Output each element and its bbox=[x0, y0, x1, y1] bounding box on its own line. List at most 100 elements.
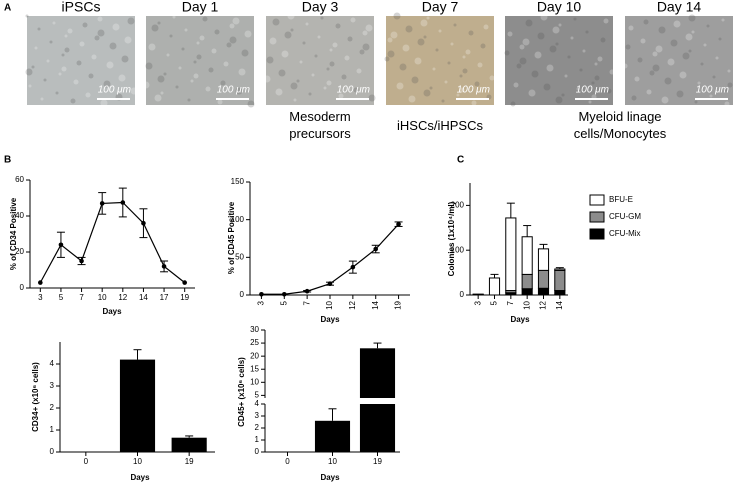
texture bbox=[625, 44, 631, 50]
y-tick-label: 30 bbox=[250, 325, 259, 334]
texture bbox=[88, 73, 94, 79]
texture bbox=[211, 48, 217, 54]
point bbox=[281, 291, 287, 297]
texture bbox=[552, 26, 560, 34]
texture bbox=[275, 88, 283, 96]
texture bbox=[724, 101, 730, 107]
y-tick-label: 150 bbox=[231, 177, 245, 186]
texture bbox=[519, 57, 527, 65]
texture bbox=[272, 18, 280, 26]
texture bbox=[724, 88, 728, 92]
x-tick-label: 14 bbox=[139, 293, 148, 302]
texture bbox=[82, 22, 88, 28]
texture bbox=[546, 64, 554, 72]
texture bbox=[567, 55, 571, 59]
point bbox=[38, 280, 43, 285]
texture bbox=[537, 32, 545, 40]
texture bbox=[61, 66, 67, 72]
texture bbox=[661, 96, 669, 104]
texture bbox=[169, 34, 173, 38]
texture bbox=[474, 81, 480, 87]
scale-label: 100 μm bbox=[98, 85, 131, 96]
point bbox=[141, 220, 146, 226]
texture bbox=[649, 70, 655, 76]
texture bbox=[46, 59, 50, 63]
texture bbox=[594, 62, 598, 66]
texture bbox=[712, 75, 716, 79]
texture bbox=[396, 82, 404, 90]
texture bbox=[365, 24, 373, 32]
texture bbox=[314, 54, 318, 58]
texture bbox=[480, 43, 486, 49]
y-tick-label: 3 bbox=[255, 411, 260, 420]
texture bbox=[64, 47, 70, 53]
y-axis-label: Colonies (1x10⁴/ml) bbox=[447, 201, 456, 276]
x-tick-label: 19 bbox=[180, 293, 189, 302]
texture bbox=[163, 72, 167, 76]
texture bbox=[296, 79, 300, 83]
texture bbox=[269, 37, 277, 45]
texture bbox=[667, 58, 675, 66]
texture bbox=[706, 24, 710, 28]
texture bbox=[58, 72, 62, 76]
texture bbox=[43, 78, 47, 82]
texture bbox=[387, 37, 393, 43]
texture bbox=[510, 101, 516, 107]
texture bbox=[676, 90, 684, 98]
texture bbox=[121, 55, 129, 63]
texture bbox=[688, 14, 696, 22]
y-tick-label: 3 bbox=[50, 381, 55, 390]
texture bbox=[193, 73, 199, 79]
texture bbox=[187, 98, 191, 102]
image-title: Day 1 bbox=[182, 0, 219, 15]
texture bbox=[196, 54, 202, 60]
x-tick-label: 10 bbox=[325, 300, 334, 309]
texture bbox=[226, 42, 232, 48]
texture bbox=[555, 96, 563, 104]
x-tick-label: 19 bbox=[394, 300, 403, 309]
texture bbox=[76, 60, 82, 66]
texture bbox=[241, 49, 249, 57]
texture bbox=[688, 49, 692, 53]
point bbox=[327, 281, 333, 287]
bar-segment bbox=[488, 277, 501, 296]
x-tick-label: 19 bbox=[373, 457, 382, 466]
texture bbox=[393, 12, 401, 20]
texture bbox=[420, 19, 428, 27]
texture bbox=[217, 99, 223, 105]
texture bbox=[456, 93, 460, 97]
x-tick-label: 7 bbox=[302, 300, 311, 305]
texture bbox=[103, 80, 111, 88]
texture bbox=[229, 23, 235, 29]
texture bbox=[148, 43, 156, 51]
texture bbox=[175, 85, 179, 89]
texture bbox=[477, 62, 483, 68]
texture bbox=[326, 80, 332, 86]
texture bbox=[79, 41, 85, 47]
image-title: Day 3 bbox=[302, 0, 339, 15]
y-tick-label: 200 bbox=[451, 201, 465, 210]
texture bbox=[154, 94, 162, 102]
texture bbox=[423, 89, 431, 97]
texture bbox=[384, 56, 390, 62]
texture bbox=[52, 21, 56, 25]
panel-label: A bbox=[4, 3, 11, 14]
texture bbox=[570, 36, 574, 40]
texture bbox=[317, 35, 321, 39]
texture bbox=[643, 19, 649, 25]
texture bbox=[28, 84, 32, 88]
texture bbox=[432, 67, 436, 71]
texture bbox=[244, 30, 252, 38]
y-tick-label: 4 bbox=[255, 399, 260, 408]
bar-segment bbox=[521, 273, 533, 290]
caption: iHSCs/iHPSCs bbox=[397, 118, 483, 133]
x-axis-label: Days bbox=[320, 315, 340, 324]
texture bbox=[582, 49, 586, 53]
y-tick-label: 0 bbox=[20, 283, 25, 292]
texture bbox=[640, 38, 646, 44]
texture bbox=[453, 23, 457, 27]
point bbox=[120, 200, 126, 205]
texture bbox=[97, 16, 103, 22]
texture bbox=[214, 29, 220, 35]
texture bbox=[402, 44, 410, 52]
